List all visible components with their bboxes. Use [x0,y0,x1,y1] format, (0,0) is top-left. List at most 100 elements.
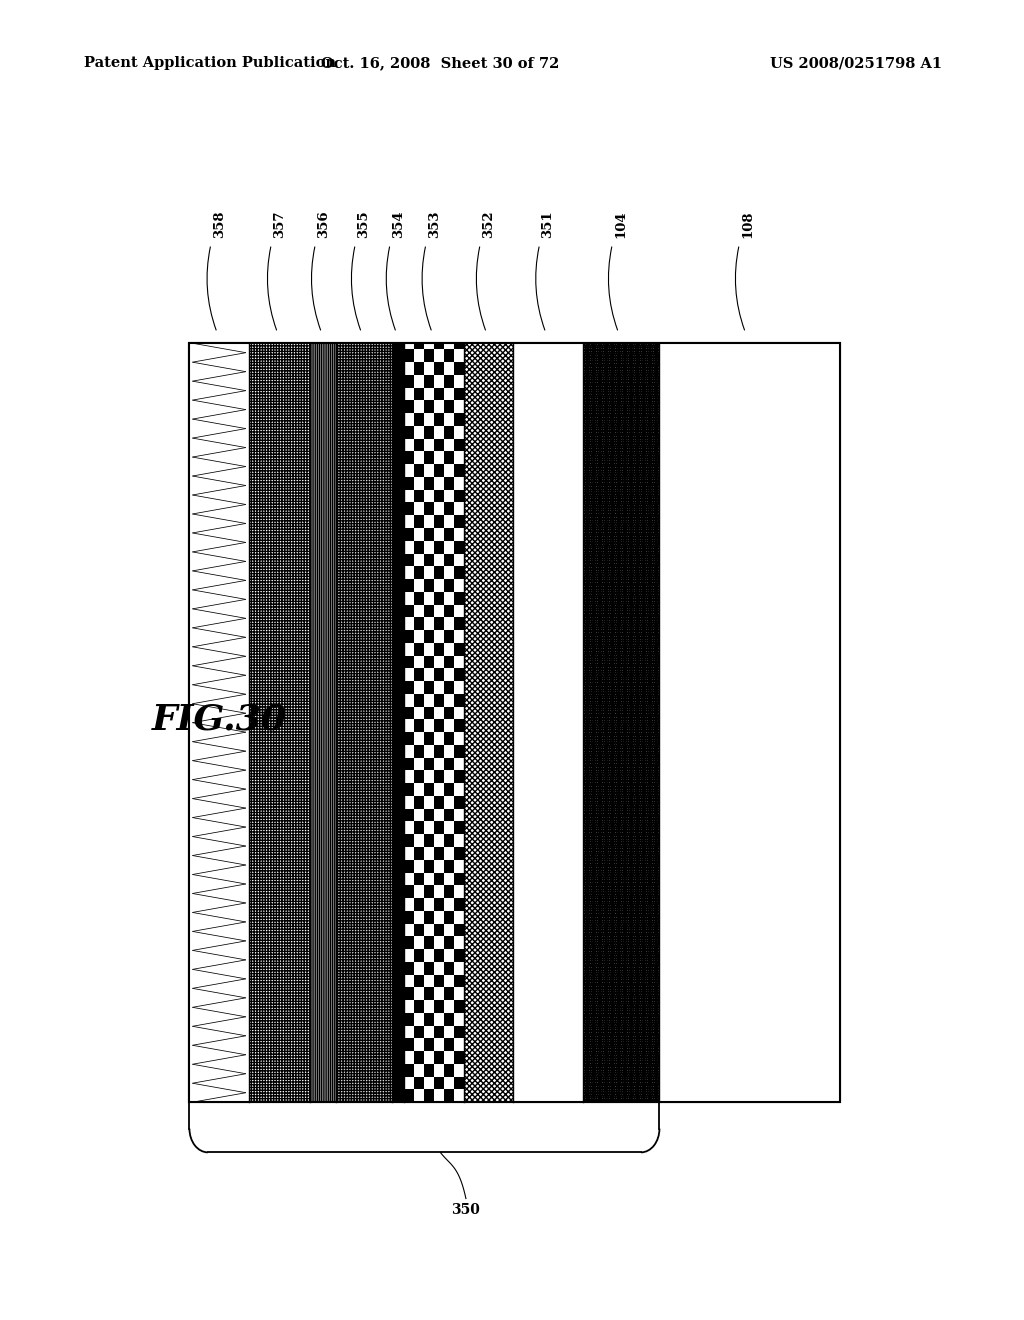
Bar [404,375,415,388]
Bar [404,681,415,694]
Bar [415,873,424,886]
Bar [415,668,424,681]
Bar [189,343,249,1102]
Bar [415,796,424,809]
Bar [454,847,464,859]
Text: Oct. 16, 2008  Sheet 30 of 72: Oct. 16, 2008 Sheet 30 of 72 [322,57,559,70]
Bar [424,605,434,618]
Bar [444,553,454,566]
Text: 354: 354 [392,210,404,238]
Bar [424,400,434,413]
Bar [444,886,454,898]
Bar [454,668,464,681]
Bar [434,744,444,758]
Bar [434,873,444,886]
Bar [415,744,424,758]
Bar [424,375,434,388]
Bar [404,809,415,821]
Bar [454,1051,464,1064]
Bar [415,719,424,733]
Bar [434,1077,444,1089]
Bar [404,553,415,566]
Bar [444,605,454,618]
Bar [404,783,415,796]
Bar [424,528,434,541]
Bar [434,924,444,936]
Bar [434,438,444,451]
Bar [415,566,424,579]
Text: FIG.30: FIG.30 [152,702,287,737]
Bar [434,821,444,834]
Bar [415,949,424,962]
Bar [424,987,434,1001]
Bar [424,859,434,873]
Bar [404,859,415,873]
Bar [444,809,454,821]
Bar [454,413,464,426]
Bar [424,911,434,924]
Bar [444,1012,454,1026]
Bar [424,477,434,490]
Text: US 2008/0251798 A1: US 2008/0251798 A1 [770,57,942,70]
Bar [434,949,444,962]
Bar [454,974,464,987]
Bar [404,528,415,541]
Bar [454,873,464,886]
Bar [415,898,424,911]
Bar [444,834,454,847]
Bar [444,400,454,413]
Bar [424,758,434,771]
Text: 108: 108 [741,210,754,238]
Bar [424,426,434,438]
Text: 352: 352 [482,210,495,238]
Text: 351: 351 [542,210,554,238]
Text: 350: 350 [452,1203,480,1217]
Bar [454,591,464,605]
Bar [415,438,424,451]
Bar [415,413,424,426]
Bar [404,350,415,362]
Bar [424,936,434,949]
Bar [189,343,840,1102]
Bar [434,465,444,477]
Bar [415,388,424,400]
Text: 104: 104 [614,210,627,238]
Bar [444,681,454,694]
Bar [444,426,454,438]
Bar [434,541,444,553]
Bar [454,618,464,630]
Bar [434,490,444,503]
Bar [415,362,424,375]
Bar [424,503,434,515]
Bar [415,343,424,350]
Bar [454,949,464,962]
Bar [404,886,415,898]
Bar [434,1001,444,1012]
Bar [454,796,464,809]
Bar [444,936,454,949]
Bar [415,1077,424,1089]
Bar [424,962,434,974]
Bar [434,796,444,809]
Bar [415,974,424,987]
Bar [444,503,454,515]
Bar [424,1089,434,1102]
Bar [454,490,464,503]
Bar [444,350,454,362]
Bar [415,1001,424,1012]
Bar [415,821,424,834]
Bar [454,465,464,477]
Bar [434,591,444,605]
Bar [404,477,415,490]
Bar [404,706,415,719]
Bar [454,541,464,553]
Bar [434,898,444,911]
Bar [424,350,434,362]
Bar [424,656,434,668]
Bar [444,1039,454,1051]
Bar [454,1001,464,1012]
Bar [404,343,464,1102]
Bar [444,630,454,643]
Text: 355: 355 [357,210,370,238]
Text: Patent Application Publication: Patent Application Publication [84,57,336,70]
